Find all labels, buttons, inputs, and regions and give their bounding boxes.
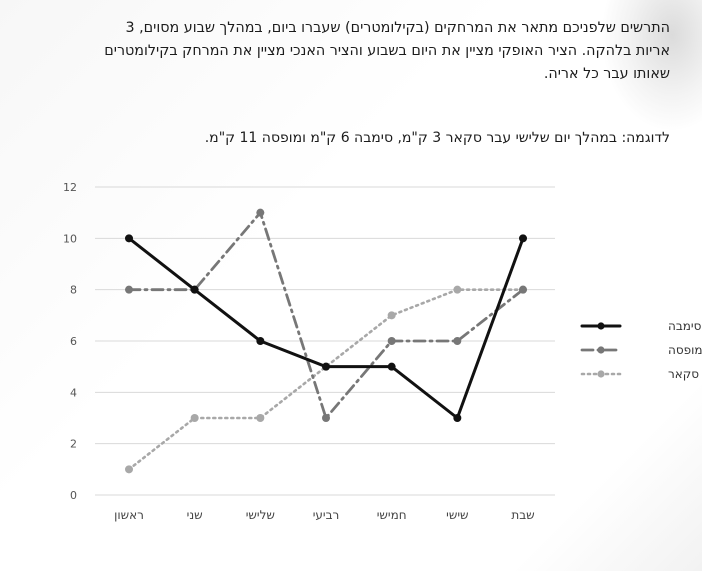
x-tick-label-5: חמישי (377, 508, 407, 522)
intro-line-2: אריות בלהקה. הציר האופקי מציין את היום ב… (104, 43, 670, 59)
series-3-point-3 (256, 414, 265, 422)
intro-paragraph: התרשים שלפניכם מתאר את המרחקים (בקילומטר… (30, 17, 670, 86)
y-tick-label-10: 10 (63, 232, 77, 245)
series-1-point-2 (190, 285, 199, 294)
series-3-point-1 (125, 465, 133, 474)
grid-lines (95, 186, 555, 496)
x-tick-label-1: ראשון (114, 508, 144, 522)
y-axis-ticks: 0 2 4 6 8 10 12 (63, 181, 77, 502)
series-1-point-3 (256, 337, 265, 345)
x-tick-label-4: רביעי (313, 508, 340, 522)
series-line-2 (127, 211, 525, 420)
y-tick-label-6: 6 (70, 335, 77, 348)
series-line-3 (127, 288, 525, 471)
series-line-1 (127, 236, 525, 420)
y-tick-label-8: 8 (70, 284, 77, 297)
series-2-point-1 (125, 285, 133, 294)
series-lines (125, 208, 527, 474)
series-1-point-6 (453, 414, 462, 422)
series-2-point-5 (387, 337, 396, 345)
series-2-point-4 (322, 414, 330, 422)
intro-line-3: שאותו עבר כל אריה. (543, 66, 670, 82)
legend-marker-1 (597, 322, 605, 330)
series-3-point-5 (387, 311, 396, 320)
legend-marker-3 (597, 370, 605, 378)
y-tick-label-4: 4 (70, 386, 77, 399)
series-3-point-2 (190, 414, 199, 422)
x-tick-label-2: שני (187, 508, 203, 522)
y-tick-label-0: 0 (70, 489, 77, 502)
series-1-point-4 (322, 362, 330, 371)
x-tick-label-6: שישי (446, 508, 468, 522)
series-1-point-7 (519, 234, 527, 243)
series-2 (125, 208, 527, 422)
series-1-point-5 (387, 362, 396, 371)
legend-label-1: סימבה (668, 319, 702, 333)
x-tick-label-7: שבת (511, 508, 534, 522)
legend: סימבה מופסה סקאר (580, 319, 702, 381)
series-3 (125, 285, 527, 474)
series-3-point-6 (453, 285, 462, 294)
x-axis-ticks: ראשון שני שלישי רביעי חמישי שישי שבת (114, 508, 535, 522)
intro-line-1: התרשים שלפניכם מתאר את המרחקים (בקילומטר… (125, 20, 670, 36)
series-2-point-3 (256, 208, 265, 217)
series-2-point-6 (453, 337, 462, 345)
series-1 (125, 234, 527, 422)
series-2-point-7 (519, 285, 527, 294)
y-tick-label-12: 12 (63, 181, 77, 194)
legend-label-3: סקאר (668, 367, 699, 381)
series-1-point-1 (125, 234, 133, 243)
example-sentence: לדוגמה: במהלך יום שלישי עבר סקאר 3 ק"מ, … (204, 130, 670, 146)
legend-marker-2 (597, 346, 605, 354)
legend-label-2: מופסה (668, 343, 702, 357)
y-tick-label-2: 2 (70, 438, 77, 451)
x-tick-label-3: שלישי (246, 508, 275, 522)
